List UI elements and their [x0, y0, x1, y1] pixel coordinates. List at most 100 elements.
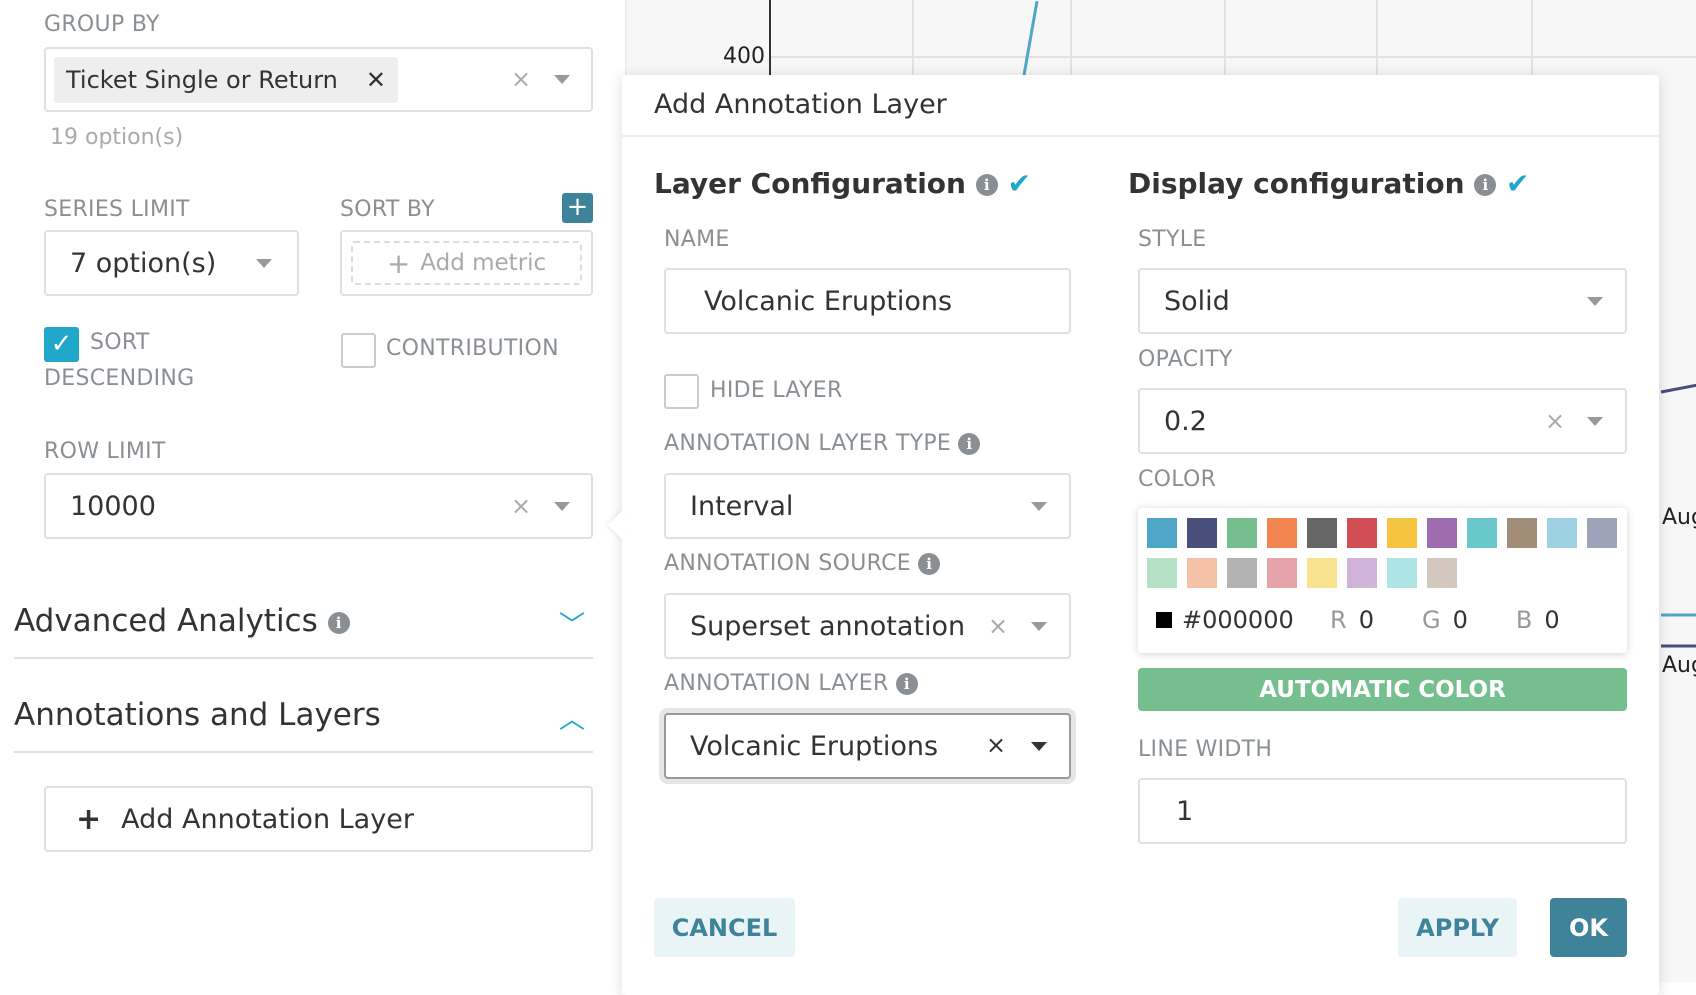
section-title: Annotations and Layers — [14, 697, 381, 733]
sort-by-label: SORT BY — [340, 197, 435, 222]
color-swatch[interactable] — [1267, 558, 1297, 588]
add-metric-button[interactable]: + Add metric — [351, 241, 582, 285]
select-value: 0.2 — [1164, 405, 1207, 437]
color-swatch[interactable] — [1387, 518, 1417, 548]
color-swatch[interactable] — [1187, 518, 1217, 548]
line-width-input[interactable]: 1 — [1138, 778, 1627, 844]
automatic-color-button[interactable]: AUTOMATIC COLOR — [1138, 668, 1627, 711]
line-width-label: LINE WIDTH — [1138, 737, 1273, 762]
chevron-down-icon[interactable] — [1031, 742, 1047, 751]
add-sort-button[interactable]: + — [562, 193, 593, 223]
color-swatch[interactable] — [1387, 558, 1417, 588]
advanced-analytics-section[interactable]: Advanced Analytics i ﹀ — [14, 603, 593, 659]
label-text: ANNOTATION SOURCE — [664, 551, 911, 576]
select-value: Solid — [1164, 285, 1230, 317]
label-text: ANNOTATION LAYER TYPE — [664, 431, 952, 456]
color-swatch[interactable] — [1347, 558, 1377, 588]
color-swatch[interactable] — [1267, 518, 1297, 548]
button-label: Add Annotation Layer — [121, 803, 414, 835]
clear-icon[interactable]: × — [986, 731, 1007, 759]
series-limit-label: SERIES LIMIT — [44, 197, 190, 222]
style-select[interactable]: Solid — [1138, 268, 1627, 334]
chevron-down-icon[interactable] — [554, 75, 570, 84]
check-icon: ✔ — [1506, 167, 1530, 200]
group-by-tag: Ticket Single or Return ✕ — [54, 57, 398, 103]
color-swatch[interactable] — [1467, 518, 1497, 548]
apply-button[interactable]: APPLY — [1398, 898, 1517, 957]
color-swatch[interactable] — [1547, 518, 1577, 548]
annotation-layer-select[interactable]: Volcanic Eruptions × — [664, 713, 1071, 779]
clear-icon[interactable]: × — [988, 612, 1009, 640]
row-limit-value: 10000 — [70, 490, 156, 522]
clear-icon[interactable]: × — [511, 492, 532, 520]
color-swatch[interactable] — [1227, 558, 1257, 588]
info-icon: i — [1474, 174, 1497, 196]
series-limit-select[interactable]: 7 option(s) — [44, 230, 299, 296]
clear-icon[interactable]: × — [511, 65, 532, 93]
heading-text: Display configuration — [1128, 167, 1465, 200]
color-swatch[interactable] — [1427, 558, 1457, 588]
color-swatch[interactable] — [1187, 558, 1217, 588]
info-icon: i — [975, 174, 998, 196]
color-swatch[interactable] — [1507, 518, 1537, 548]
opacity-label: OPACITY — [1138, 347, 1233, 372]
r-input[interactable]: 0 — [1358, 606, 1374, 634]
annotations-layers-section[interactable]: Annotations and Layers ︿ — [14, 697, 593, 753]
sort-descending-checkbox[interactable]: ✓ — [44, 327, 79, 362]
tag-label: Ticket Single or Return — [66, 66, 338, 94]
add-annotation-layer-button[interactable]: + Add Annotation Layer — [44, 786, 593, 852]
g-input[interactable]: 0 — [1452, 606, 1468, 634]
x-tick-label: Aug — [1662, 505, 1696, 530]
opacity-select[interactable]: 0.2 × — [1138, 388, 1627, 454]
color-swatch[interactable] — [1587, 518, 1617, 548]
select-value: Volcanic Eruptions — [690, 730, 939, 762]
contribution-checkbox[interactable] — [341, 333, 376, 368]
series-limit-value: 7 option(s) — [70, 247, 217, 279]
hex-input[interactable]: #000000 — [1182, 606, 1294, 634]
annotation-layer-type-select[interactable]: Interval — [664, 473, 1071, 539]
name-value: Volcanic Eruptions — [704, 285, 953, 317]
add-annotation-layer-popover: Add Annotation Layer Layer Configuration… — [607, 75, 1659, 995]
select-value: Interval — [690, 490, 794, 522]
plus-icon: + — [76, 801, 102, 837]
sort-label: SORT — [90, 330, 150, 355]
popover-title: Add Annotation Layer — [622, 75, 1659, 137]
color-swatch[interactable] — [1227, 518, 1257, 548]
chevron-down-icon — [1031, 502, 1047, 511]
color-swatch[interactable] — [1347, 518, 1377, 548]
annotation-source-label: ANNOTATION SOURCE i — [664, 551, 941, 576]
annotation-layer-label: ANNOTATION LAYER i — [664, 671, 918, 696]
annotation-source-select[interactable]: Superset annotation × — [664, 593, 1071, 659]
chevron-down-icon[interactable]: ﹀ — [558, 611, 585, 641]
color-swatch[interactable] — [1147, 518, 1177, 548]
chevron-down-icon[interactable] — [554, 502, 570, 511]
select-value: Superset annotation — [690, 610, 966, 642]
chevron-down-icon[interactable] — [1031, 622, 1047, 631]
group-by-select[interactable]: Ticket Single or Return ✕ × — [44, 47, 593, 112]
color-swatch[interactable] — [1307, 558, 1337, 588]
remove-tag-icon[interactable]: ✕ — [365, 66, 386, 94]
color-swatch[interactable] — [1427, 518, 1457, 548]
style-label: STYLE — [1138, 227, 1207, 252]
ok-button[interactable]: OK — [1550, 898, 1627, 957]
display-configuration-heading: Display configuration i ✔ — [1128, 167, 1530, 200]
input-value: 1 — [1176, 795, 1194, 827]
name-input[interactable]: Volcanic Eruptions — [664, 268, 1071, 334]
info-icon: i — [895, 673, 918, 695]
cancel-button[interactable]: CANCEL — [654, 898, 795, 957]
color-swatch[interactable] — [1307, 518, 1337, 548]
chevron-down-icon[interactable] — [1587, 417, 1603, 426]
color-swatch[interactable] — [1147, 558, 1177, 588]
b-input[interactable]: 0 — [1544, 606, 1560, 634]
section-title: Advanced Analytics — [14, 603, 318, 639]
group-by-hint: 19 option(s) — [50, 125, 184, 150]
clear-icon[interactable]: × — [1545, 407, 1566, 435]
hide-layer-label: HIDE LAYER — [710, 378, 843, 403]
b-label: B — [1515, 606, 1533, 634]
hide-layer-checkbox[interactable] — [664, 374, 699, 409]
chevron-up-icon[interactable]: ︿ — [558, 705, 585, 735]
color-label: COLOR — [1138, 467, 1217, 492]
row-limit-select[interactable]: 10000 × — [44, 473, 593, 539]
